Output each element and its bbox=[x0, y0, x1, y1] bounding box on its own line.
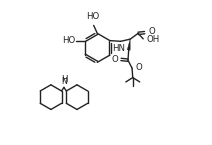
Text: HN: HN bbox=[112, 44, 125, 53]
Text: HO: HO bbox=[86, 12, 100, 21]
Text: O: O bbox=[148, 27, 155, 36]
Text: N: N bbox=[61, 77, 67, 86]
Text: OH: OH bbox=[147, 35, 160, 44]
Text: H: H bbox=[61, 75, 67, 84]
Text: O: O bbox=[135, 63, 142, 72]
Polygon shape bbox=[127, 39, 130, 50]
Text: HO: HO bbox=[62, 36, 75, 45]
Text: O: O bbox=[111, 55, 118, 64]
